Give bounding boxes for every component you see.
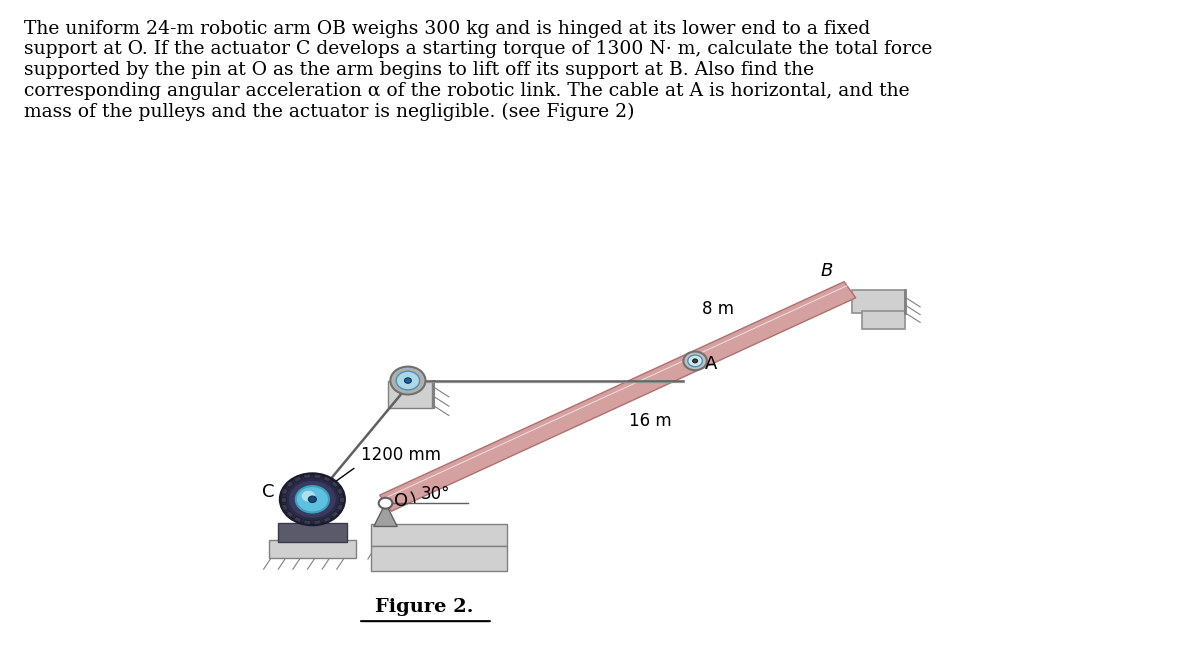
Bar bbox=[336, 488, 343, 494]
Bar bbox=[862, 311, 906, 328]
Bar bbox=[371, 546, 508, 572]
Bar bbox=[294, 476, 302, 482]
Bar bbox=[313, 520, 322, 525]
Circle shape bbox=[308, 496, 317, 502]
Bar bbox=[281, 496, 286, 502]
Bar bbox=[278, 523, 347, 542]
Text: 16 m: 16 m bbox=[630, 412, 672, 430]
Bar bbox=[336, 504, 343, 511]
Text: O: O bbox=[395, 492, 408, 510]
Bar bbox=[371, 524, 508, 546]
Circle shape bbox=[379, 498, 392, 509]
Circle shape bbox=[281, 473, 344, 525]
Text: 30°: 30° bbox=[421, 485, 450, 504]
Bar bbox=[269, 540, 356, 557]
Bar bbox=[852, 290, 906, 313]
Text: Figure 2.: Figure 2. bbox=[376, 598, 474, 616]
Bar bbox=[286, 511, 294, 517]
Bar bbox=[389, 381, 432, 407]
Bar bbox=[286, 481, 294, 488]
Polygon shape bbox=[374, 503, 397, 526]
Text: 1200 mm: 1200 mm bbox=[361, 447, 442, 464]
Bar bbox=[340, 496, 344, 502]
Bar bbox=[331, 511, 338, 517]
Circle shape bbox=[684, 352, 707, 370]
Bar bbox=[313, 474, 322, 479]
Text: C: C bbox=[262, 483, 274, 501]
Text: A: A bbox=[704, 354, 718, 373]
Circle shape bbox=[396, 371, 420, 390]
Bar bbox=[323, 517, 331, 523]
Bar bbox=[294, 517, 302, 523]
Circle shape bbox=[288, 480, 337, 519]
Text: B: B bbox=[821, 262, 833, 280]
Bar bbox=[282, 488, 288, 494]
Polygon shape bbox=[379, 282, 856, 511]
Bar bbox=[304, 474, 311, 479]
Bar bbox=[282, 504, 288, 511]
Circle shape bbox=[688, 355, 702, 367]
Text: 8 m: 8 m bbox=[702, 300, 734, 318]
Bar bbox=[331, 481, 338, 488]
Circle shape bbox=[301, 490, 316, 502]
Circle shape bbox=[296, 486, 329, 513]
Circle shape bbox=[404, 378, 412, 383]
Bar bbox=[323, 476, 331, 482]
Bar bbox=[304, 520, 311, 525]
Circle shape bbox=[692, 359, 697, 363]
Circle shape bbox=[390, 367, 426, 394]
Text: The uniform 24-m robotic arm OB weighs 300 kg and is hinged at its lower end to : The uniform 24-m robotic arm OB weighs 3… bbox=[24, 20, 932, 121]
